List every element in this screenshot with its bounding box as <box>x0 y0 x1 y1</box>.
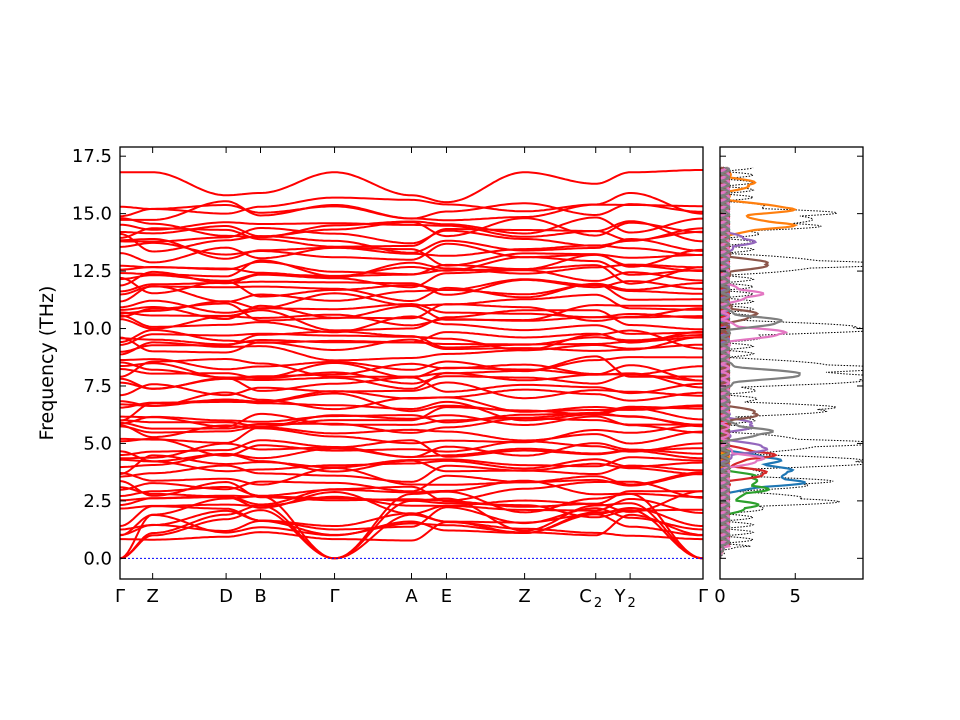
phonon-band <box>120 356 703 373</box>
phonon-band <box>120 200 703 222</box>
phonon-band <box>120 269 703 289</box>
kpoint-label: D <box>219 586 233 607</box>
band-ytick-label: 15.0 <box>72 204 112 225</box>
band-ytick-label: 2.5 <box>83 491 112 512</box>
band-ytick-label: 17.5 <box>72 146 112 167</box>
dos-xtick-label: 5 <box>790 586 801 607</box>
band-y-ticks: 0.0 2.5 5.0 7.5 10.0 12.5 15.0 17.5 <box>72 146 126 569</box>
phonon-band <box>120 253 703 276</box>
phonon-band <box>120 336 703 354</box>
phonon-band <box>120 485 703 508</box>
phonon-band <box>120 392 703 413</box>
band-ytick-label: 5.0 <box>83 433 112 454</box>
projected-dos-curve <box>720 166 789 559</box>
phonon-band <box>120 232 703 254</box>
phonon-band <box>120 220 703 243</box>
kpoint-label: E <box>441 586 452 607</box>
phonon-band <box>120 464 703 483</box>
phonon-band <box>120 417 703 434</box>
kpoint-label: B <box>254 586 266 607</box>
phonon-band <box>120 246 703 268</box>
phonon-band <box>120 256 703 278</box>
phonon-band <box>120 437 703 457</box>
phonon-band <box>120 506 703 531</box>
phonon-band <box>120 368 703 385</box>
phonon-band <box>120 241 703 261</box>
band-lines <box>120 169 703 560</box>
phonon-band <box>120 458 703 473</box>
kpoint-label: Z <box>146 586 158 607</box>
y-axis-label: Frequency (THz) <box>36 286 58 441</box>
band-ytick-label: 0.0 <box>83 548 112 569</box>
phonon-band <box>120 490 703 560</box>
phonon-band <box>120 192 703 215</box>
phonon-band <box>120 495 703 514</box>
projected-dos-curve <box>720 166 801 559</box>
phonon-band <box>120 381 703 400</box>
phonon-band <box>120 217 703 238</box>
kpoint-label: A <box>405 586 418 607</box>
kpoint-label: Γ <box>330 586 340 607</box>
total-dos-curve <box>720 167 863 559</box>
phonon-band <box>120 405 703 428</box>
phonon-band <box>120 329 703 352</box>
phonon-band <box>120 439 703 460</box>
band-ytick-label: 10.0 <box>72 319 112 340</box>
phonon-band <box>120 513 703 537</box>
phonon-band <box>120 328 703 344</box>
phonon-band <box>120 414 703 434</box>
phonon-band <box>120 314 703 335</box>
phonon-band <box>120 426 703 445</box>
phonon-band <box>120 471 703 493</box>
dos-lines <box>720 166 863 559</box>
phonon-band <box>120 521 703 542</box>
dos-xtick-label: 0 <box>714 586 725 607</box>
phonon-band <box>120 303 703 322</box>
band-ytick-label: 12.5 <box>72 261 112 282</box>
phonon-band <box>120 341 703 362</box>
phonon-band <box>120 467 703 487</box>
phonon-band <box>120 169 703 204</box>
kpoint-label: Z <box>518 586 530 607</box>
phonon-band <box>120 292 703 314</box>
phonon-band <box>120 388 703 407</box>
dos-plot-frame <box>719 146 864 580</box>
kpoint-label: Γ <box>115 586 125 607</box>
dos-y-ticks <box>720 155 863 559</box>
kpoint-label: Γ <box>698 586 708 607</box>
phonon-band <box>120 309 703 332</box>
phonon-band <box>120 227 703 247</box>
band-ytick-label: 7.5 <box>83 376 112 397</box>
phonon-band <box>120 406 703 428</box>
